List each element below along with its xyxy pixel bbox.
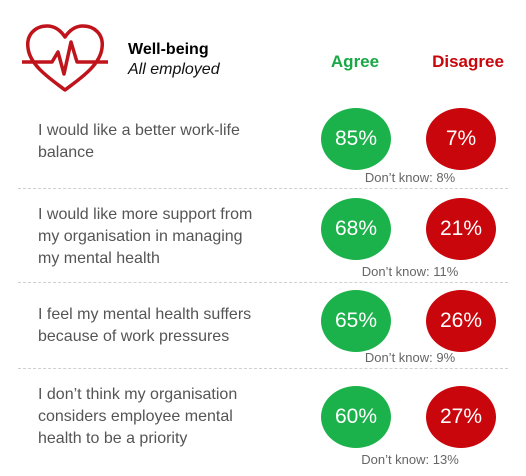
disagree-column-header: Disagree (432, 52, 504, 71)
statement-line: health to be a priority (38, 430, 188, 447)
statement-line: my organisation in managing (38, 228, 243, 245)
agree-value-bubble: 68% (321, 198, 391, 260)
heart-pulse-icon (22, 24, 108, 92)
statement-line: considers employee mental (38, 408, 233, 425)
chart-title: Well-being (128, 41, 209, 58)
statement-line: because of work pressures (38, 328, 230, 345)
disagree-value-bubble: 27% (426, 386, 496, 448)
statement-text: I would like a better work-life balance (38, 120, 308, 164)
statement-text: I don’t think my organisation considers e… (38, 384, 308, 450)
statement-line: balance (38, 144, 95, 161)
agree-column-header: Agree (330, 52, 380, 71)
statement-line: I feel my mental health suffers (38, 306, 252, 323)
header: Well-being All employed Agree Disagree (0, 0, 526, 100)
dont-know-label: Don’t know: 9% (364, 350, 456, 365)
row-divider (18, 282, 508, 283)
agree-value-bubble: 65% (321, 290, 391, 352)
dont-know-label: Don’t know: 8% (364, 170, 456, 185)
statement-line: I don’t think my organisation (38, 386, 238, 403)
chart-subtitle: All employed (128, 61, 220, 78)
statement-line: my mental health (38, 250, 160, 267)
row-divider (18, 188, 508, 189)
disagree-value-bubble: 26% (426, 290, 496, 352)
disagree-value-bubble: 21% (426, 198, 496, 260)
agree-value-bubble: 85% (321, 108, 391, 170)
statement-text: I would like more support from my organis… (38, 204, 308, 270)
statement-line: I would like more support from (38, 206, 253, 223)
dont-know-label: Don’t know: 13% (361, 452, 459, 467)
dont-know-label: Don’t know: 11% (361, 264, 459, 279)
row-divider (18, 368, 508, 369)
statement-text: I feel my mental health suffers because o… (38, 304, 308, 348)
disagree-value-bubble: 7% (426, 108, 496, 170)
statement-line: I would like a better work-life (38, 122, 240, 139)
agree-value-bubble: 60% (321, 386, 391, 448)
